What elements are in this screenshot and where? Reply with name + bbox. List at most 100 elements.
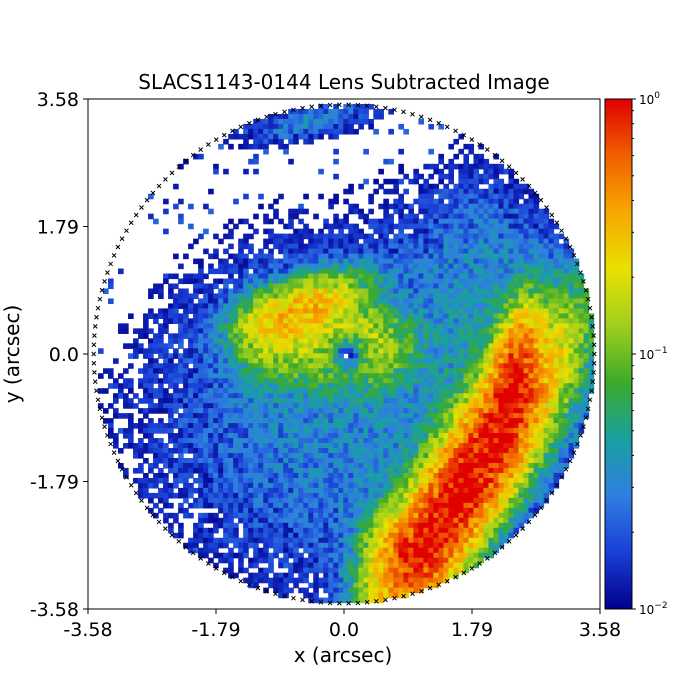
heatmap-pixel [203, 433, 209, 439]
heatmap-pixel [418, 273, 424, 280]
heatmap-pixel [173, 183, 179, 190]
heatmap-pixel [463, 333, 470, 339]
heatmap-pixel [248, 448, 254, 454]
heatmap-pixel [513, 303, 520, 310]
heatmap-pixel [383, 288, 389, 295]
heatmap-pixel [223, 428, 229, 434]
heatmap-pixel [473, 428, 480, 434]
heatmap-pixel [308, 353, 314, 359]
heatmap-pixel [358, 308, 364, 314]
heatmap-pixel [323, 303, 329, 310]
heatmap-pixel [453, 233, 460, 240]
heatmap-pixel [503, 428, 510, 434]
heatmap-pixel [378, 457, 384, 464]
heatmap-pixel [548, 368, 555, 374]
heatmap-pixel [378, 313, 384, 319]
heatmap-pixel [578, 388, 585, 394]
heatmap-pixel [558, 453, 565, 459]
heatmap-pixel [403, 393, 409, 399]
heatmap-pixel [398, 213, 404, 220]
heatmap-pixel [308, 403, 314, 409]
heatmap-pixel [483, 353, 490, 359]
heatmap-pixel [228, 343, 234, 349]
heatmap-pixel [483, 438, 490, 444]
heatmap-pixel [273, 273, 279, 280]
heatmap-pixel [283, 293, 289, 300]
heatmap-pixel [248, 393, 254, 399]
heatmap-pixel [108, 428, 114, 434]
heatmap-pixel [143, 373, 149, 379]
heatmap-pixel [468, 278, 475, 285]
heatmap-pixel [493, 462, 500, 469]
heatmap-pixel [348, 278, 354, 285]
heatmap-pixel [433, 443, 439, 449]
heatmap-pixel [348, 108, 354, 115]
heatmap-pixel [298, 108, 304, 115]
heatmap-pixel [388, 398, 394, 404]
heatmap-pixel [163, 482, 169, 489]
heatmap-pixel [273, 323, 279, 329]
heatmap-pixel [198, 393, 204, 399]
heatmap-pixel [308, 438, 314, 444]
heatmap-pixel [353, 423, 359, 429]
heatmap-pixel [498, 193, 505, 200]
heatmap-pixel [128, 418, 134, 424]
heatmap-pixel [478, 477, 485, 484]
heatmap-pixel [528, 228, 535, 235]
heatmap-pixel [328, 288, 334, 295]
heatmap-pixel [273, 338, 279, 344]
heatmap-pixel [483, 323, 490, 329]
heatmap-pixel [418, 388, 424, 394]
heatmap-pixel [228, 263, 234, 270]
heatmap-pixel [458, 348, 465, 354]
heatmap-pixel [363, 148, 369, 155]
heatmap-pixel [383, 263, 389, 270]
heatmap-pixel [578, 368, 585, 374]
heatmap-pixel [523, 383, 530, 389]
heatmap-pixel [308, 368, 314, 374]
heatmap-pixel [493, 353, 500, 359]
heatmap-pixel [433, 233, 439, 240]
heatmap-pixel [468, 413, 475, 419]
heatmap-pixel [568, 313, 575, 319]
heatmap-pixel [333, 323, 339, 329]
heatmap-pixel [198, 323, 204, 329]
heatmap-pixel [163, 462, 169, 469]
heatmap-pixel [133, 423, 139, 429]
heatmap-pixel [313, 353, 319, 359]
heatmap-pixel [553, 328, 560, 334]
heatmap-pixel [478, 273, 485, 280]
heatmap-pixel [138, 368, 144, 374]
heatmap-pixel [428, 462, 434, 469]
heatmap-pixel [248, 348, 254, 354]
heatmap-pixel [403, 383, 409, 389]
heatmap-pixel [203, 363, 209, 369]
heatmap-pixel [308, 228, 314, 235]
heatmap-pixel [388, 253, 394, 260]
heatmap-pixel [393, 248, 399, 255]
heatmap-pixel [393, 263, 399, 270]
heatmap-pixel [468, 448, 475, 454]
heatmap-pixel [488, 403, 495, 409]
heatmap-pixel [508, 462, 515, 469]
heatmap-pixel [423, 373, 429, 379]
heatmap-pixel [238, 218, 244, 225]
heatmap-pixel [278, 373, 284, 379]
heatmap-pixel [523, 398, 530, 404]
heatmap-pixel [543, 472, 550, 479]
heatmap-pixel [218, 467, 224, 474]
heatmap-pixel [448, 433, 455, 439]
heatmap-pixel [368, 453, 374, 459]
heatmap-pixel [513, 198, 520, 205]
heatmap-pixel [208, 353, 214, 359]
heatmap-pixel [348, 443, 354, 449]
heatmap-pixel [298, 472, 304, 479]
heatmap-pixel [198, 298, 204, 305]
heatmap-pixel [353, 113, 359, 120]
heatmap-pixel [358, 438, 364, 444]
heatmap-pixel [223, 168, 229, 175]
heatmap-pixel [173, 423, 179, 429]
heatmap-pixel [418, 453, 424, 459]
heatmap-pixel [448, 308, 455, 314]
heatmap-pixel [583, 413, 590, 419]
